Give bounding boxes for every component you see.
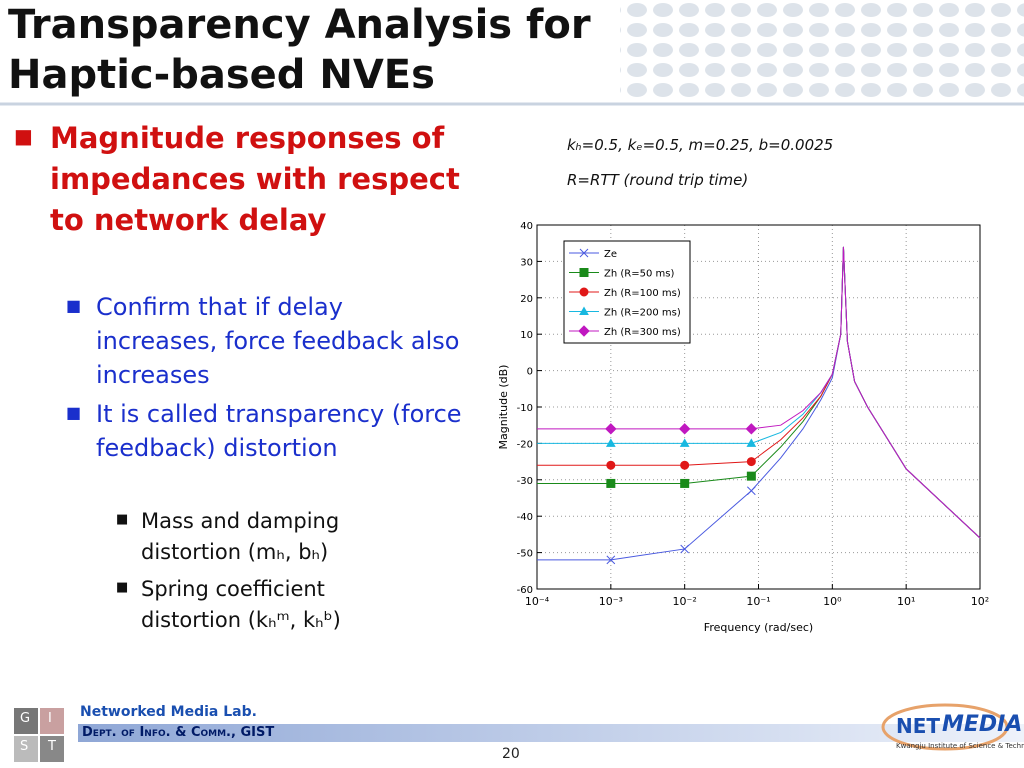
logo-media: MEDIA [942, 712, 1023, 737]
marker [606, 555, 616, 565]
bullet-main: Magnitude responses of impedances with r… [50, 121, 460, 237]
x-axis-label: Frequency (rad/sec) [704, 621, 813, 634]
x-tick-label: 10⁻² [673, 595, 697, 608]
marker [745, 423, 758, 435]
y-tick-label: -40 [517, 512, 533, 523]
y-tick-label: -60 [517, 585, 533, 596]
x-tick-label: 10⁻³ [599, 595, 623, 608]
y-tick-label: 40 [520, 221, 533, 232]
bullet-sub: Confirm that if delay increases, force f… [96, 293, 460, 389]
marker [680, 460, 690, 470]
marker [605, 438, 616, 447]
slide-title: Transparency Analysis for Haptic-based N… [8, 2, 591, 98]
param-note: kₕ=0.5, kₑ=0.5, m=0.25, b=0.0025 [567, 136, 834, 154]
y-tick-label: -20 [517, 439, 533, 450]
logo-letter: T [48, 739, 56, 754]
x-tick-label: 10⁻¹ [746, 595, 770, 608]
legend-marker [578, 325, 590, 337]
page-number: 20 [502, 746, 520, 762]
x-tick-label: 10² [971, 595, 989, 608]
dept-name: Dept. of Info. & Comm., GIST [82, 725, 275, 740]
legend-label: Ze [604, 249, 617, 260]
logo-sub: Kwangju Institute of Science & Technolog… [896, 742, 1024, 750]
bullet-subsub: Mass and damping distortion (mₕ, bₕ) [141, 509, 340, 564]
bullet-icon: ■ [66, 403, 82, 422]
bullet-icon: ■ [66, 296, 82, 315]
x-tick-label: 10⁻⁴ [525, 595, 550, 608]
bullet-subsub: Spring coefficient distortion (kₕᵐ, kₕᵇ) [141, 577, 341, 632]
marker [746, 471, 756, 481]
param-note: R=RTT (round trip time) [567, 171, 749, 189]
legend-label: Zh (R=300 ms) [604, 327, 681, 338]
plot-frame [536, 224, 981, 590]
marker [678, 423, 691, 435]
y-tick-label: -50 [517, 549, 533, 560]
legend-marker [579, 248, 589, 258]
bullet-icon: ■ [116, 580, 129, 595]
marker [746, 438, 757, 447]
y-tick-label: 20 [520, 294, 533, 305]
legend-label: Zh (R=200 ms) [604, 308, 681, 319]
legend-label: Zh (R=50 ms) [604, 269, 674, 280]
x-tick-label: 10¹ [897, 595, 915, 608]
marker [679, 438, 690, 447]
y-tick-label: 0 [527, 367, 533, 378]
marker [606, 460, 616, 470]
bullet-sub: It is called transparency (force feedbac… [96, 400, 462, 462]
y-tick-label: -30 [517, 476, 533, 487]
bullet-icon: ■ [14, 124, 33, 148]
marker [680, 478, 690, 488]
x-tick-label: 10⁰ [823, 595, 842, 608]
legend-box [563, 240, 691, 344]
chart: -60 -50 -40 -30 -20 -10 0 10 20 30 40 10⁻⁴ 10⁻³ 10⁻² 1… [495, 210, 1000, 640]
marker [606, 478, 616, 488]
marker [680, 544, 690, 554]
logo-letter: G [20, 711, 31, 726]
y-axis-label: Magnitude (dB) [497, 365, 510, 450]
lab-name: Networked Media Lab. [80, 704, 257, 720]
marker [605, 423, 617, 435]
logo-net: NET [896, 714, 941, 738]
legend-label: Zh (R=100 ms) [604, 288, 681, 299]
bullet-icon: ■ [116, 512, 129, 527]
y-tick-label: 30 [520, 257, 533, 268]
legend-marker [579, 306, 589, 315]
y-tick-label: 10 [520, 330, 533, 341]
series-line [537, 246, 981, 539]
logo-letter: S [20, 739, 29, 754]
legend-marker [579, 287, 589, 297]
marker [746, 457, 756, 467]
marker [746, 486, 756, 496]
legend-marker [579, 268, 589, 277]
y-tick-label: -10 [517, 403, 533, 414]
logo-letter: I [48, 711, 52, 726]
